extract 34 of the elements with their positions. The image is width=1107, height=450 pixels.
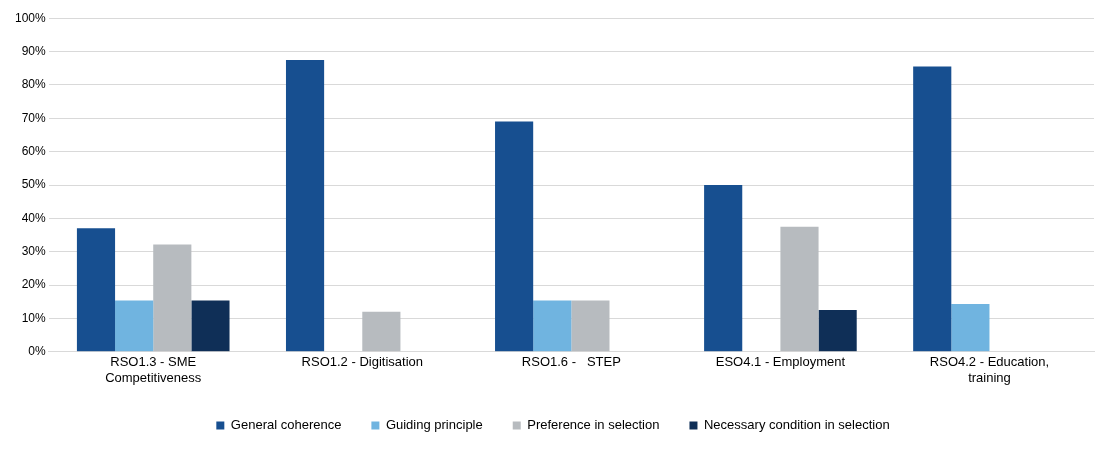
bar: [191, 300, 230, 352]
x-tick-label: RSO1.6 - STEP: [521, 354, 621, 370]
x-tick-label: RSO1.3 - SME Competitiveness: [105, 354, 202, 385]
bar: [951, 304, 990, 352]
legend-label: General coherence: [230, 417, 342, 433]
bar: [362, 311, 401, 352]
y-tick-label: 30%: [21, 244, 47, 259]
x-tick-label: ESO4.1 - Employment: [715, 354, 846, 370]
y-tick-label: 20%: [21, 277, 47, 292]
y-tick-label: 70%: [21, 110, 47, 125]
y-tick-label: 40%: [21, 210, 47, 225]
y-tick-label: 80%: [21, 77, 47, 92]
bar: [76, 228, 116, 352]
y-tick-label: 10%: [21, 310, 47, 325]
y-tick-label: 90%: [21, 43, 47, 58]
bar: [533, 300, 572, 352]
bar: [285, 59, 325, 352]
bar: [153, 244, 192, 352]
y-tick-label: 50%: [21, 177, 47, 192]
bar: [818, 310, 857, 352]
y-tick-label: 0%: [28, 344, 47, 359]
y-tick-label: 60%: [21, 143, 47, 158]
legend-label: Guiding principle: [385, 417, 483, 433]
legend-label: Preference in selection: [527, 417, 660, 433]
bar: [571, 300, 610, 352]
x-tick-label: RSO1.2 - Digitisation: [301, 354, 423, 370]
y-tick-label: 100%: [14, 10, 47, 25]
bar: [115, 300, 154, 352]
bar: [495, 121, 534, 352]
bar: [913, 66, 952, 352]
bar: [704, 185, 743, 352]
legend-label: Necessary condition in selection: [703, 417, 890, 433]
bar: [780, 226, 819, 352]
x-tick-label: RSO4.2 - Education, training: [929, 354, 1050, 385]
